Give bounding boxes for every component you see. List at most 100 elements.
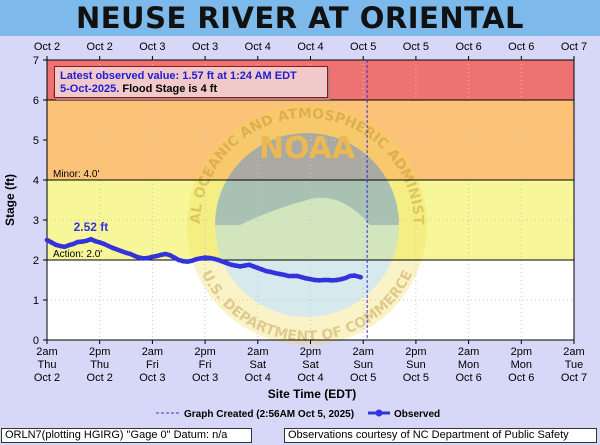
x-bottom-tick-label: 2am <box>142 346 163 358</box>
data-point <box>343 275 348 281</box>
y-tick-label: 0 <box>33 335 39 347</box>
data-point <box>215 257 221 263</box>
x-top-tick-label: Oct 4 <box>245 41 271 53</box>
flood-band-label-1: Minor: 4.0' <box>53 169 99 180</box>
chart-title-bar: NEUSE RIVER AT ORIENTAL <box>0 0 600 36</box>
x-bottom-tick-label: Tue <box>565 359 584 371</box>
data-point <box>242 263 247 268</box>
data-point <box>62 244 67 250</box>
data-point <box>79 239 85 244</box>
x-bottom-tick-label: Oct 5 <box>350 372 376 384</box>
data-point <box>145 255 151 261</box>
x-bottom-tick-label: Fri <box>146 359 159 371</box>
data-point <box>44 237 50 243</box>
data-point <box>198 256 204 261</box>
data-point <box>158 252 164 258</box>
y-tick-label: 3 <box>33 215 39 227</box>
data-point <box>268 269 274 275</box>
x-bottom-tick-label: 2pm <box>89 346 110 358</box>
x-bottom-tick-label: Thu <box>38 359 57 371</box>
x-bottom-tick-label: Oct 3 <box>139 372 165 384</box>
data-point <box>180 258 186 264</box>
data-point <box>176 257 182 263</box>
x-bottom-tick-label: 2am <box>247 346 268 358</box>
data-point <box>233 263 239 268</box>
data-point <box>194 256 199 262</box>
x-top-tick-label: Oct 5 <box>350 41 376 53</box>
data-point <box>273 270 278 276</box>
x-axis-label: Site Time (EDT) <box>268 387 356 401</box>
data-point <box>303 276 309 281</box>
x-bottom-tick-label: Oct 7 <box>561 372 587 384</box>
peak-annotation: 2.52 ft <box>74 220 109 234</box>
x-bottom-tick-label: Oct 6 <box>508 372 534 384</box>
data-point <box>154 253 160 259</box>
data-point <box>167 252 173 258</box>
data-point <box>347 273 353 279</box>
data-point <box>220 259 225 264</box>
y-axis: 0 1 2 3 4 5 6 7 <box>33 55 47 347</box>
x-top-tick-label: Oct 5 <box>403 41 429 53</box>
y-tick-label: 4 <box>33 175 39 187</box>
callout-date-text: 5-Oct-2025. <box>60 83 120 95</box>
y-tick-label: 2 <box>33 255 39 267</box>
data-point <box>295 273 300 279</box>
x-top-tick-label: Oct 6 <box>508 41 534 53</box>
data-point <box>316 278 322 283</box>
data-point <box>259 267 265 272</box>
data-point <box>106 243 111 249</box>
latest-observation-callout: Latest observed value: 1.57 ft at 1:24 A… <box>54 66 328 98</box>
x-bottom-tick-label: Oct 6 <box>455 372 481 384</box>
y-tick-label: 5 <box>33 135 39 147</box>
y-axis-label: Stage (ft) <box>3 174 17 226</box>
data-point <box>136 255 142 260</box>
x-top-tick-label: Oct 4 <box>297 41 323 53</box>
data-point <box>255 265 261 271</box>
x-bottom-tick-label: Oct 4 <box>297 372 323 384</box>
data-point <box>246 262 252 268</box>
x-bottom-tick-label: Oct 4 <box>245 372 271 384</box>
data-point <box>237 264 243 269</box>
flood-band-label-0: Action: 2.0' <box>53 249 102 260</box>
data-point <box>325 277 331 283</box>
data-point <box>119 248 124 254</box>
data-point <box>312 277 318 283</box>
data-point <box>172 255 177 260</box>
chart-title: NEUSE RIVER AT ORIENTAL <box>75 1 525 35</box>
data-point <box>338 276 344 282</box>
data-point <box>101 241 107 247</box>
data-point <box>321 277 326 283</box>
data-point <box>277 271 283 277</box>
data-point <box>281 272 287 278</box>
data-point <box>330 278 335 283</box>
x-bottom-tick-label: Mon <box>458 359 479 371</box>
data-point <box>286 273 291 279</box>
x-bottom-tick-label: 2am <box>563 346 584 358</box>
x-top-tick-label: Oct 2 <box>87 41 113 53</box>
x-bottom-tick-label: 2am <box>352 346 373 358</box>
legend-observed-label: Observed <box>394 409 440 420</box>
x-top-tick-label: Oct 2 <box>34 41 60 53</box>
callout-observed-text: Latest observed value: 1.57 ft at 1:24 A… <box>60 70 297 82</box>
data-point <box>128 251 133 257</box>
watermark-gull-shape <box>215 133 399 225</box>
data-point <box>251 264 256 269</box>
watermark-logo-text: NOAA <box>259 131 356 166</box>
data-point <box>358 274 363 280</box>
callout-second-line: 5-Oct-2025. Flood Stage is 4 ft <box>60 83 322 96</box>
data-point <box>132 253 138 259</box>
x-top-tick-label: Oct 7 <box>561 41 587 53</box>
data-point <box>308 276 313 282</box>
chart-gridlines <box>47 60 574 340</box>
data-point <box>299 274 305 280</box>
x-bottom-tick-label: 2pm <box>405 346 426 358</box>
x-bottom-tick-label: Oct 2 <box>34 372 60 384</box>
data-point <box>211 256 217 262</box>
x-bottom-tick-label: 2am <box>458 346 479 358</box>
data-point <box>352 273 357 278</box>
data-point <box>189 258 195 264</box>
data-point <box>141 256 146 261</box>
x-axis-top: Oct 2 Oct 2 Oct 3 Oct 3 Oct 4 Oct 4 Oct 5 Oct 5… <box>34 41 587 60</box>
x-bottom-tick-label: Fri <box>199 359 212 371</box>
data-point <box>114 247 120 252</box>
